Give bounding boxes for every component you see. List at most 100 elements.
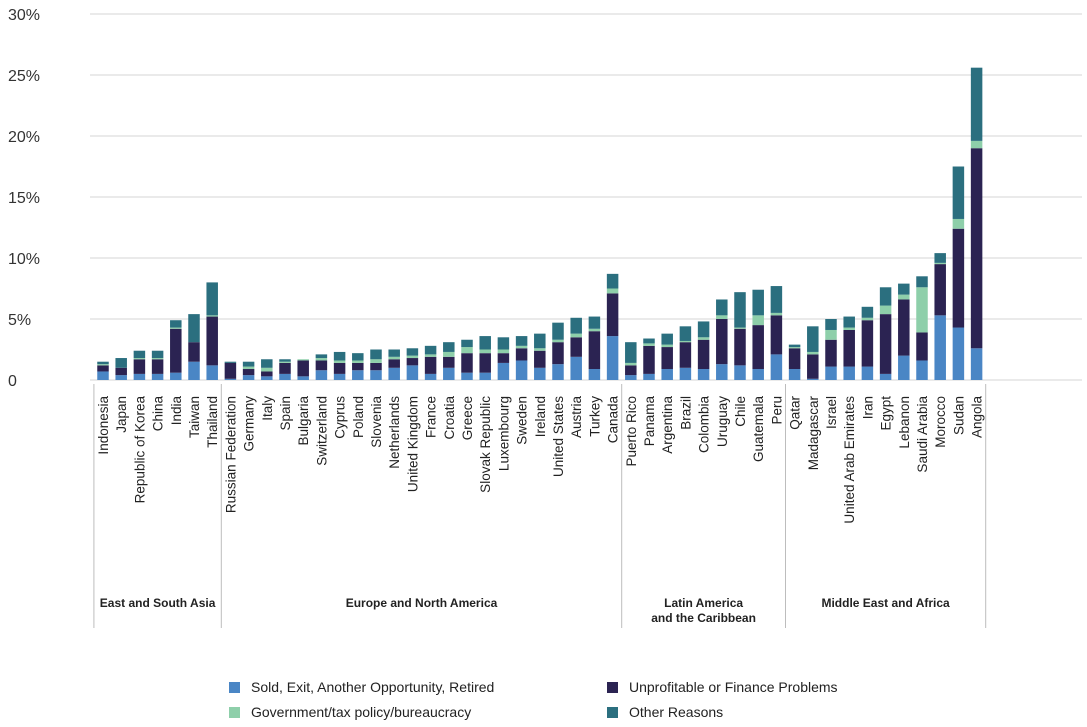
- bar-segment: [643, 373, 655, 380]
- bar-segment: [934, 253, 946, 263]
- bar-segment: [97, 371, 109, 380]
- category-label: Sudan: [951, 396, 966, 435]
- bar-segment: [333, 351, 346, 361]
- region-label: Middle East and Africa: [821, 596, 950, 610]
- bar-segment: [679, 326, 692, 341]
- category-label: Peru: [769, 396, 784, 425]
- bar-segment: [734, 365, 746, 380]
- bar-segment: [898, 299, 910, 356]
- bar-segment: [315, 370, 328, 380]
- region-label: Latin America: [664, 596, 743, 610]
- bar-segment: [534, 367, 546, 380]
- category-label: Angola: [970, 396, 985, 439]
- bar-segment: [606, 336, 619, 380]
- bar-segment: [552, 364, 564, 380]
- category-label: Switzerland: [314, 396, 329, 466]
- category-label: Uruguay: [715, 396, 730, 447]
- bar-segment: [443, 351, 455, 357]
- bar-segment: [807, 326, 819, 352]
- category-label: Greece: [460, 396, 475, 440]
- bar-segment: [916, 276, 928, 288]
- bar-segment: [552, 342, 564, 365]
- bar-segment: [952, 218, 965, 229]
- region-groups: East and South Asia Europe and North Amer…: [93, 384, 987, 628]
- bar-segment: [479, 372, 491, 380]
- bar-segment: [934, 262, 946, 265]
- category-label: Egypt: [879, 396, 894, 431]
- category-label: Lebanon: [897, 396, 912, 449]
- bar-segment: [188, 342, 200, 362]
- bar-segment: [388, 359, 400, 368]
- bar-segment: [679, 340, 692, 343]
- bar-segment: [861, 306, 874, 318]
- category-label: Colombia: [697, 396, 712, 454]
- category-label: Indonesia: [96, 396, 111, 455]
- category-label: Israel: [824, 396, 839, 429]
- bar-segment: [534, 333, 546, 349]
- bar-segment: [279, 361, 291, 363]
- y-tick-label: 10%: [8, 251, 40, 268]
- bar-segment: [916, 287, 928, 333]
- bar-segment: [807, 378, 819, 380]
- y-tick-label: 15%: [8, 190, 40, 207]
- bar-segment: [424, 354, 437, 357]
- bar-segment: [861, 366, 874, 380]
- category-label: France: [424, 396, 439, 438]
- bar-segment: [570, 337, 582, 357]
- category-label: Ireland: [533, 396, 548, 437]
- bar-segment: [151, 373, 164, 380]
- bar-segment: [424, 373, 437, 380]
- bar-segment: [825, 366, 837, 380]
- bar-segment: [970, 148, 983, 349]
- bar-segment: [97, 364, 109, 366]
- category-label: Thailand: [205, 396, 220, 448]
- category-label: Chile: [733, 396, 748, 427]
- bar-segment: [170, 372, 182, 380]
- bar-segment: [588, 316, 601, 329]
- category-label: Cyprus: [333, 396, 348, 439]
- bar-segment: [170, 327, 182, 329]
- bar-segment: [497, 362, 510, 380]
- y-tick-label: 20%: [8, 129, 40, 146]
- bar-segment: [170, 320, 182, 328]
- category-label: United Arab Emirates: [842, 396, 857, 524]
- bar-segment: [697, 337, 710, 340]
- bar-segment: [661, 344, 673, 348]
- bar-segment: [497, 353, 510, 363]
- category-label: Spain: [278, 396, 293, 431]
- bar-segment: [133, 358, 146, 360]
- bar-segment: [970, 140, 983, 149]
- legend: Sold, Exit, Another Opportunity, Retired…: [229, 679, 838, 720]
- category-label: Guatemala: [751, 396, 766, 463]
- bar-segment: [952, 166, 965, 219]
- bar-segment: [242, 375, 255, 380]
- bar-segment: [643, 343, 655, 346]
- category-label: United States: [551, 396, 566, 477]
- bar-segment: [224, 362, 237, 379]
- bar-segment: [461, 339, 473, 348]
- bar-segment: [588, 328, 601, 332]
- bar-segment: [297, 359, 309, 361]
- bar-segment: [279, 362, 291, 374]
- bar-segment: [352, 353, 364, 361]
- bar-segment: [843, 366, 855, 380]
- bar-segment: [479, 353, 491, 373]
- bar-segment: [661, 369, 673, 380]
- category-label: Puerto Rico: [624, 396, 639, 467]
- bar-segment: [515, 360, 528, 380]
- bar-segment: [625, 375, 637, 380]
- bar-segment: [898, 355, 910, 380]
- bar-segment: [133, 373, 146, 380]
- bar-segment: [861, 320, 874, 367]
- category-label: Slovenia: [369, 396, 384, 448]
- legend-swatch: [607, 707, 618, 718]
- bar-segment: [970, 348, 983, 380]
- bar-segment: [807, 354, 819, 379]
- bar-segment: [443, 367, 455, 380]
- bar-segment: [570, 317, 582, 334]
- y-tick-label: 0: [8, 373, 17, 390]
- legend-label: Other Reasons: [629, 704, 723, 720]
- bar-segment: [534, 348, 546, 351]
- bar-segment: [188, 361, 200, 380]
- bar-segment: [261, 359, 273, 368]
